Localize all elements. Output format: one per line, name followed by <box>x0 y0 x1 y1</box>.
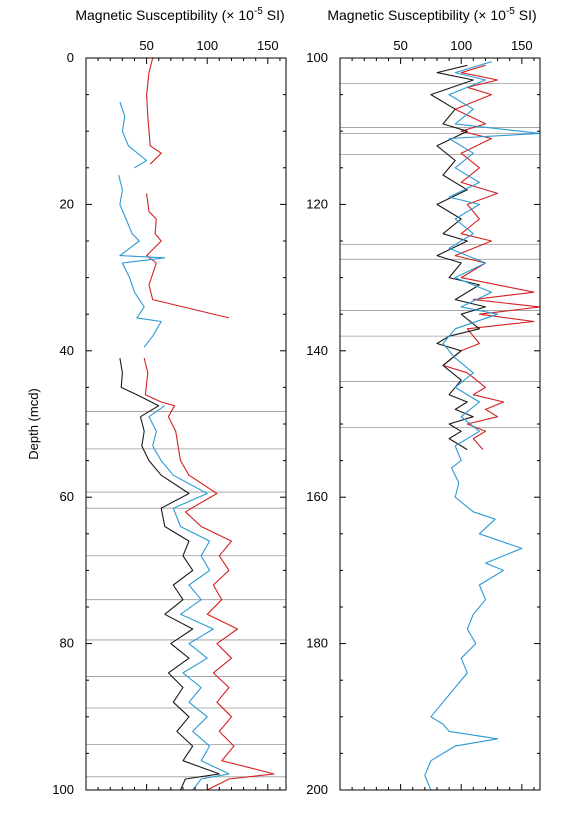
series-line-2 <box>424 61 541 791</box>
y-tick-label: 100 <box>306 50 328 65</box>
series-line-0 <box>146 57 162 165</box>
panel-depth-0-100: Magnetic Susceptibility (× 10-5 SI) Dept… <box>26 6 287 797</box>
panel-0-x-axis-title: Magnetic Susceptibility (× 10-5 SI) <box>75 6 284 23</box>
x-tick-label: 100 <box>450 38 472 53</box>
x-tick-label: 50 <box>393 38 407 53</box>
y-tick-label: 20 <box>60 196 74 211</box>
series-line-0 <box>442 64 541 450</box>
series-line-2 <box>118 174 166 348</box>
y-tick-label: 180 <box>306 636 328 651</box>
panel-depth-100-200: Magnetic Susceptibility (× 10-5 SI) 50 10… <box>306 6 541 797</box>
y-tick-label: 200 <box>306 782 328 797</box>
y-tick-label: 160 <box>306 489 328 504</box>
panel-1-x-axis-title: Magnetic Susceptibility (× 10-5 SI) <box>327 6 536 23</box>
plot-frame <box>85 57 287 791</box>
series-line-0 <box>143 357 275 791</box>
y-tick-label: 40 <box>60 343 74 358</box>
x-tick-label: 50 <box>139 38 153 53</box>
x-tick-label: 100 <box>196 38 218 53</box>
y-tick-label: 120 <box>306 196 328 211</box>
series-line-2 <box>148 405 230 791</box>
y-tick-label: 140 <box>306 343 328 358</box>
y-tick-label: 60 <box>60 489 74 504</box>
series-line-2 <box>119 101 148 169</box>
plot-frame <box>339 57 541 791</box>
x-tick-label: 150 <box>511 38 533 53</box>
y-axis-title: Depth (mcd) <box>26 388 41 460</box>
series-line-1 <box>119 358 220 791</box>
series-line-0 <box>146 193 230 319</box>
y-tick-label: 0 <box>67 50 74 65</box>
y-tick-label: 100 <box>52 782 74 797</box>
y-tick-label: 80 <box>60 636 74 651</box>
x-tick-label: 150 <box>257 38 279 53</box>
